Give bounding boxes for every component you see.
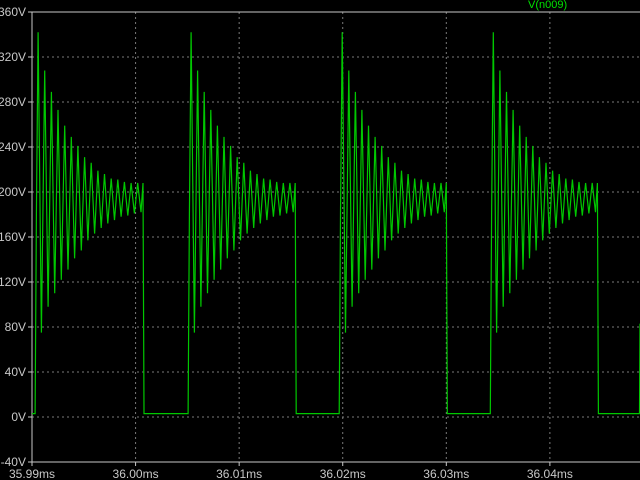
y-tick-label: 360V <box>0 5 26 19</box>
x-tick-label: 36.02ms <box>320 467 366 480</box>
y-tick-label: 320V <box>0 50 26 64</box>
y-tick-label: 0V <box>11 410 26 424</box>
x-tick-label: 36.00ms <box>113 467 159 480</box>
y-tick-label: 200V <box>0 185 26 199</box>
y-tick-label: 280V <box>0 95 26 109</box>
y-tick-label: 120V <box>0 275 26 289</box>
y-tick-label: 80V <box>5 320 26 334</box>
y-tick-label: 160V <box>0 230 26 244</box>
x-tick-label: 36.04ms <box>527 467 573 480</box>
x-tick-label: 35.99ms <box>9 467 55 480</box>
y-tick-label: 240V <box>0 140 26 154</box>
y-tick-labels: -40V 0V 40V 80V 120V 160V 200V 240V 280V 320V 360V <box>0 5 26 469</box>
x-tick-labels: 35.99ms 36.00ms 36.01ms 36.02ms 36.03ms 36.04… <box>9 467 573 480</box>
y-tick-label: 40V <box>5 365 26 379</box>
series-line-v-n009[interactable] <box>32 32 640 415</box>
x-tick-label: 36.01ms <box>216 467 262 480</box>
grid <box>32 12 640 462</box>
axes <box>28 11 640 466</box>
y-tick-label: -40V <box>1 455 26 469</box>
x-tick-label: 36.03ms <box>423 467 469 480</box>
legend-entry-v-n009[interactable]: V(n009) <box>528 0 567 11</box>
